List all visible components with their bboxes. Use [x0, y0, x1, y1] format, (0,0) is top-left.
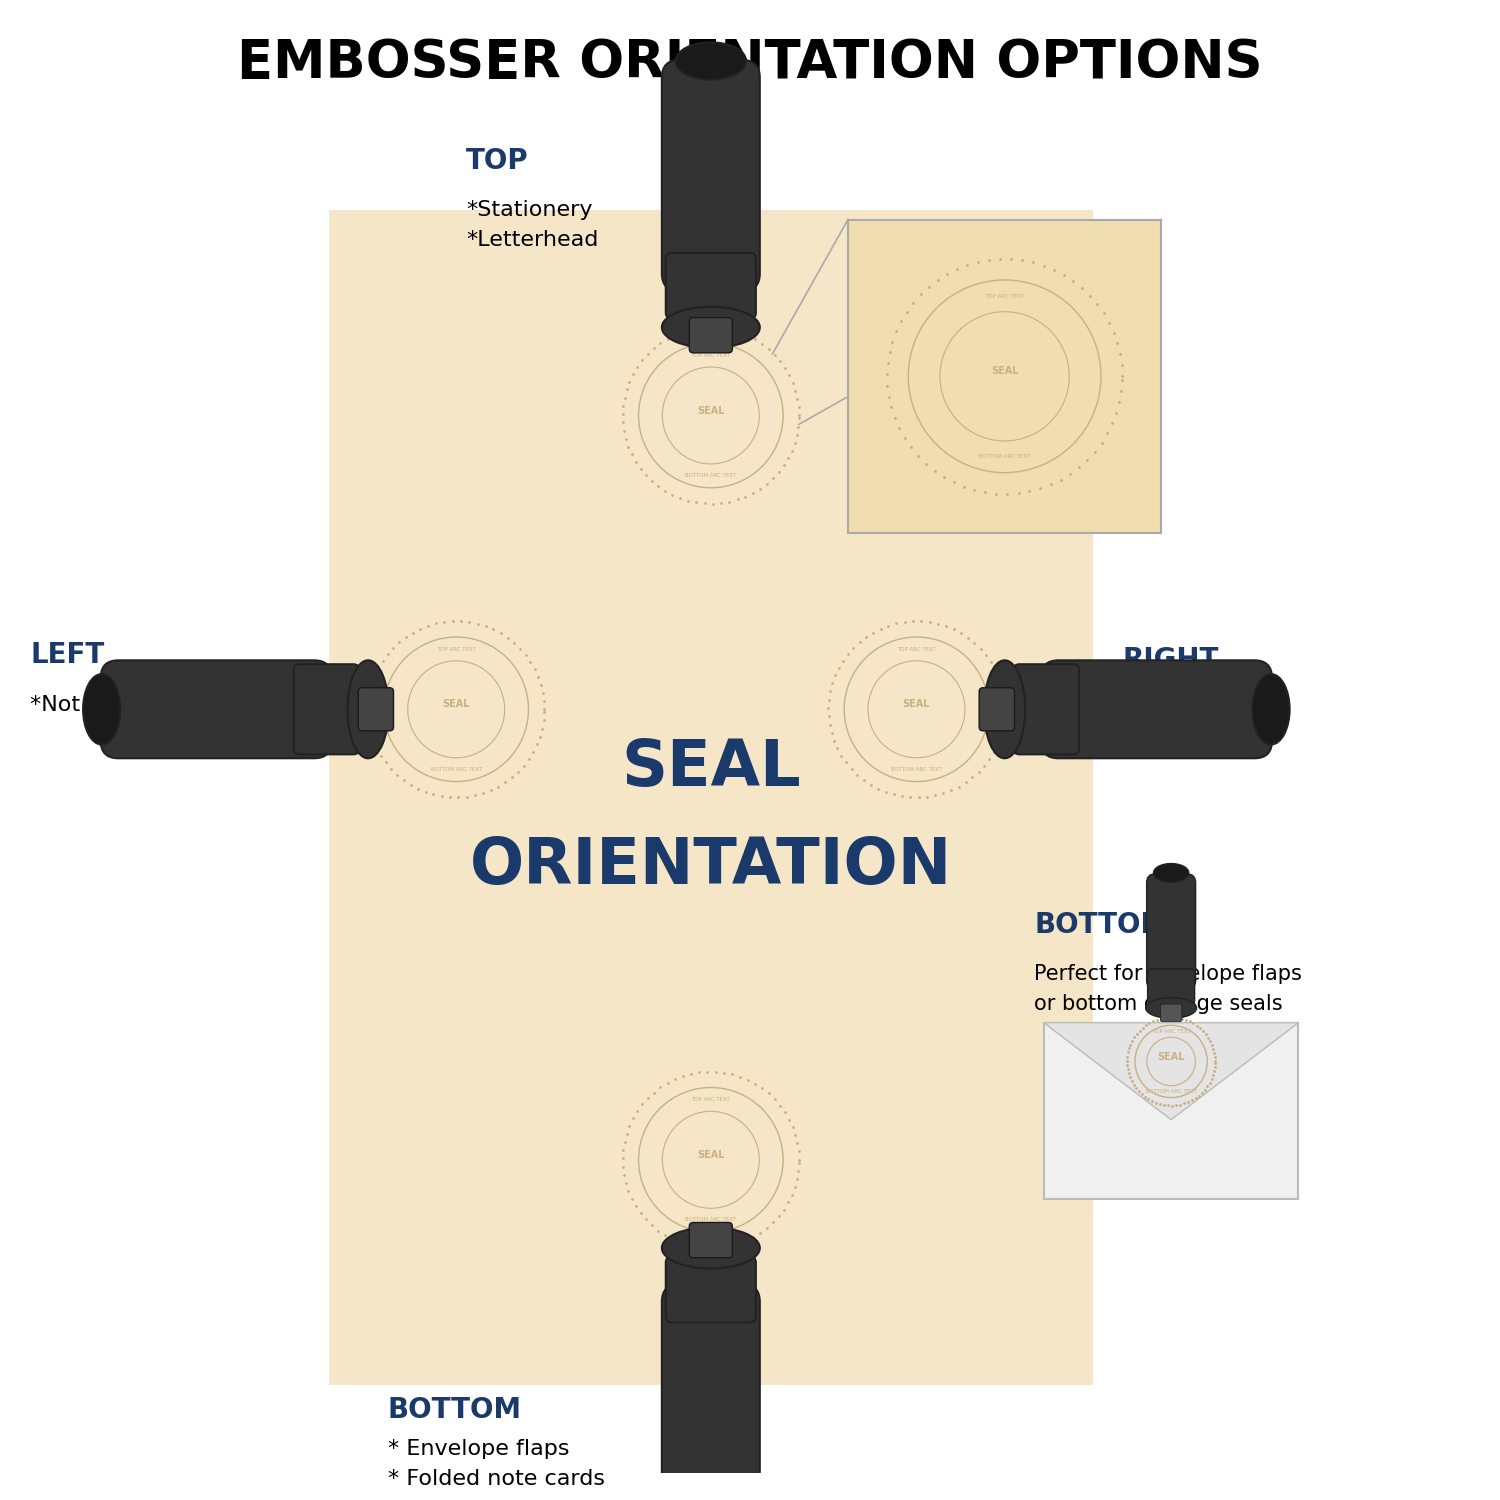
Ellipse shape [1252, 674, 1290, 744]
Text: BOTTOM ARC TEXT: BOTTOM ARC TEXT [980, 453, 1030, 459]
Ellipse shape [1154, 864, 1188, 882]
FancyBboxPatch shape [666, 254, 756, 318]
Text: TOP: TOP [466, 147, 528, 176]
FancyBboxPatch shape [1146, 874, 1196, 990]
FancyBboxPatch shape [1148, 969, 1194, 1004]
Text: BOTTOM ARC TEXT: BOTTOM ARC TEXT [686, 1216, 736, 1222]
Text: *Stationery
*Letterhead: *Stationery *Letterhead [466, 200, 598, 249]
FancyBboxPatch shape [1044, 1023, 1299, 1198]
Text: BOTTOM: BOTTOM [387, 1395, 522, 1423]
Text: RIGHT: RIGHT [1122, 646, 1218, 675]
Text: Perfect for envelope flaps
or bottom of page seals: Perfect for envelope flaps or bottom of … [1034, 964, 1302, 1014]
Text: BOTTOM ARC TEXT: BOTTOM ARC TEXT [430, 766, 482, 771]
FancyBboxPatch shape [980, 687, 1014, 730]
Text: * Envelope flaps
* Folded note cards: * Envelope flaps * Folded note cards [387, 1438, 604, 1488]
Text: SEAL: SEAL [698, 1150, 724, 1160]
Text: TOP ARC TEXT: TOP ARC TEXT [436, 646, 476, 652]
Text: TOP ARC TEXT: TOP ARC TEXT [1152, 1029, 1191, 1033]
Ellipse shape [348, 660, 388, 759]
Text: TOP ARC TEXT: TOP ARC TEXT [986, 294, 1024, 298]
FancyBboxPatch shape [358, 687, 393, 730]
Ellipse shape [1146, 998, 1197, 1018]
Text: BOTTOM ARC TEXT: BOTTOM ARC TEXT [686, 472, 736, 478]
FancyBboxPatch shape [690, 1222, 732, 1257]
Text: SEAL: SEAL [442, 699, 470, 709]
FancyBboxPatch shape [294, 664, 358, 754]
Text: LEFT: LEFT [30, 642, 105, 669]
FancyBboxPatch shape [1041, 660, 1272, 759]
Text: ORIENTATION: ORIENTATION [470, 836, 952, 897]
Ellipse shape [82, 674, 120, 744]
Text: SEAL: SEAL [1158, 1052, 1185, 1062]
Ellipse shape [662, 308, 760, 348]
Text: TOP ARC TEXT: TOP ARC TEXT [692, 1098, 730, 1102]
FancyBboxPatch shape [1014, 664, 1078, 754]
Text: EMBOSSER ORIENTATION OPTIONS: EMBOSSER ORIENTATION OPTIONS [237, 38, 1263, 88]
FancyBboxPatch shape [690, 318, 732, 352]
Text: BOTTOM ARC TEXT: BOTTOM ARC TEXT [891, 766, 942, 771]
Ellipse shape [984, 660, 1024, 759]
Text: SEAL: SEAL [698, 405, 724, 416]
Text: BOTTOM: BOTTOM [1034, 910, 1168, 939]
Text: SEAL: SEAL [903, 699, 930, 709]
FancyBboxPatch shape [662, 1284, 760, 1500]
FancyBboxPatch shape [847, 219, 1161, 532]
FancyBboxPatch shape [1161, 1004, 1182, 1022]
FancyBboxPatch shape [100, 660, 332, 759]
Text: SEAL: SEAL [621, 736, 801, 800]
Text: TOP ARC TEXT: TOP ARC TEXT [897, 646, 936, 652]
Ellipse shape [662, 1227, 760, 1269]
Ellipse shape [675, 42, 746, 80]
Polygon shape [1044, 1023, 1299, 1119]
FancyBboxPatch shape [666, 1257, 756, 1323]
FancyBboxPatch shape [328, 210, 1094, 1384]
Text: TOP ARC TEXT: TOP ARC TEXT [692, 352, 730, 358]
Text: SEAL: SEAL [992, 366, 1018, 376]
FancyBboxPatch shape [662, 60, 760, 291]
Text: *Not Common: *Not Common [30, 694, 188, 714]
Text: BOTTOM ARC TEXT: BOTTOM ARC TEXT [1146, 1089, 1197, 1094]
Text: * Book page: * Book page [1122, 699, 1258, 720]
Ellipse shape [675, 1496, 746, 1500]
